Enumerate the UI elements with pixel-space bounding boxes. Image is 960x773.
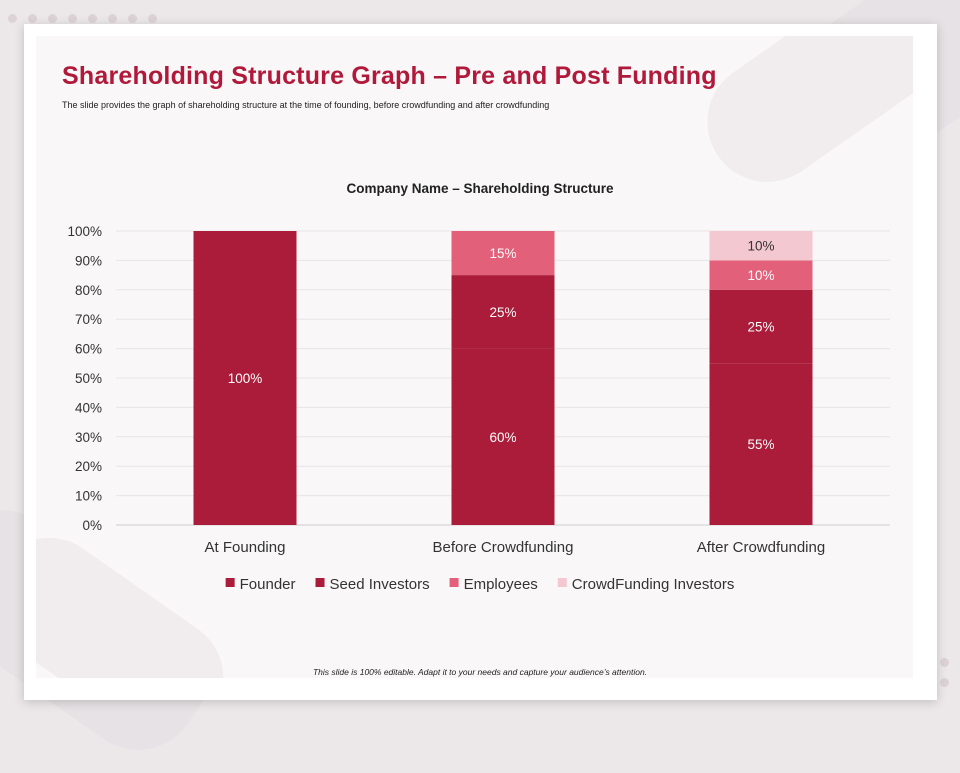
legend-label: Seed Investors xyxy=(330,576,430,593)
x-category-label: Before Crowdfunding xyxy=(433,539,574,556)
data-label: 25% xyxy=(747,320,774,335)
bar-segment xyxy=(193,231,297,525)
legend-swatch xyxy=(225,578,235,587)
bar-segment xyxy=(709,231,813,261)
bar-segment xyxy=(709,363,813,525)
y-tick-label: 70% xyxy=(75,312,102,327)
slide-subtitle: The slide provides the graph of sharehol… xyxy=(62,100,550,110)
data-label: 15% xyxy=(489,246,516,261)
y-tick-label: 40% xyxy=(75,400,102,415)
slide-footer: This slide is 100% editable. Adapt it to… xyxy=(312,667,648,677)
y-tick-label: 50% xyxy=(75,371,102,386)
legend-label: Employees xyxy=(464,576,538,593)
legend-label: CrowdFunding Investors xyxy=(572,576,735,593)
y-tick-label: 10% xyxy=(75,489,102,504)
x-category-label: At Founding xyxy=(205,539,286,556)
y-tick-label: 60% xyxy=(75,342,102,357)
data-label: 25% xyxy=(489,305,516,320)
y-tick-label: 30% xyxy=(75,430,102,445)
chart-title: Company Name – Shareholding Structure xyxy=(346,181,614,196)
dot-pattern xyxy=(8,14,157,23)
bar-segment xyxy=(451,231,555,276)
y-tick-label: 100% xyxy=(67,224,102,239)
bar-segment xyxy=(709,289,813,364)
data-label: 55% xyxy=(747,437,774,452)
legend-label: Founder xyxy=(240,576,296,593)
legend-swatch xyxy=(449,578,459,587)
slide-title: Shareholding Structure Graph – Pre and P… xyxy=(62,62,717,90)
legend-swatch xyxy=(557,578,567,587)
bar-segment xyxy=(709,260,813,290)
bar-segment xyxy=(451,275,555,349)
y-tick-label: 20% xyxy=(75,459,102,474)
x-category-label: After Crowdfunding xyxy=(697,539,825,556)
y-tick-label: 80% xyxy=(75,283,102,298)
shareholding-chart: Company Name – Shareholding Structure 0%… xyxy=(67,181,890,593)
y-tick-label: 0% xyxy=(82,518,102,533)
data-label: 60% xyxy=(489,430,516,445)
legend-swatch xyxy=(315,578,325,587)
data-label: 10% xyxy=(747,268,774,283)
y-tick-label: 90% xyxy=(75,253,102,268)
data-label: 100% xyxy=(228,371,263,386)
data-label: 10% xyxy=(747,239,774,254)
bar-segment xyxy=(451,348,555,525)
